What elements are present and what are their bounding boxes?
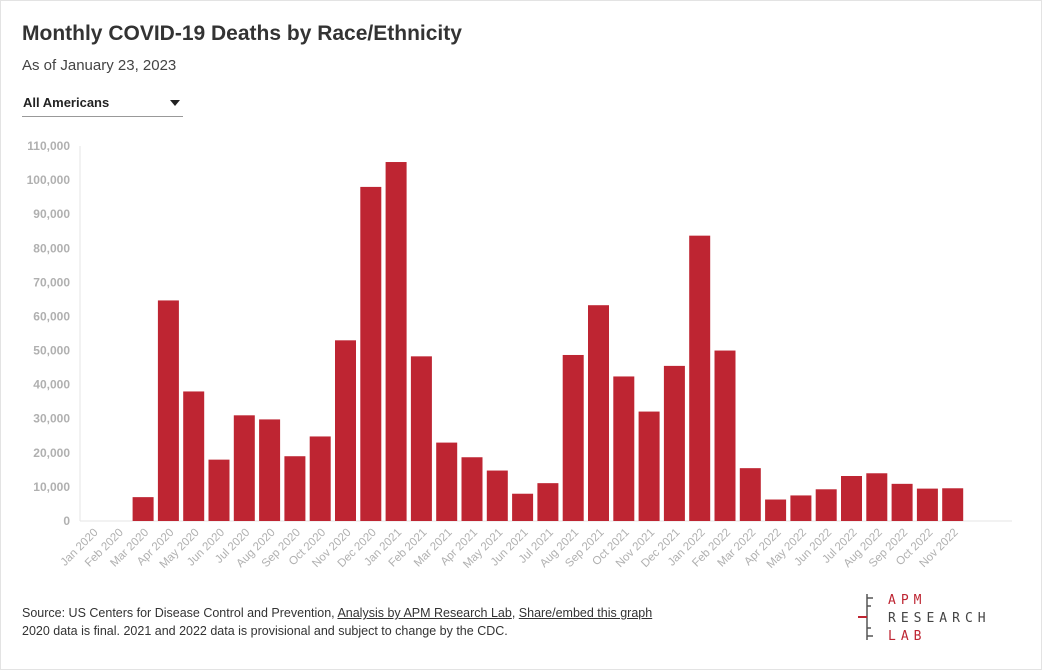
chevron-down-icon [170,100,180,106]
y-tick-label: 10,000 [33,480,70,494]
y-tick-label: 40,000 [33,378,70,392]
bar[interactable] [385,162,407,521]
bar-chart: 110,000 100,000 90,000 80,000 70,000 60,000 50… [27,139,1012,571]
bar[interactable] [916,488,938,521]
bar[interactable] [512,493,534,521]
data-note: 2020 data is final. 2021 and 2022 data i… [22,624,508,638]
bar[interactable] [157,300,179,521]
share-embed-link[interactable]: Share/embed this graph [518,606,653,620]
bar[interactable] [841,476,862,521]
logo-mark-icon [858,594,873,640]
bar[interactable] [360,186,382,521]
bar[interactable] [461,457,483,521]
dropdown-selected-value: All Americans [23,95,110,110]
bar[interactable] [410,356,432,521]
bar[interactable] [335,340,356,521]
bar[interactable] [942,488,964,521]
logo-apm: APM [888,593,927,608]
analysis-link[interactable]: Analysis by APM Research Lab [337,606,512,620]
race-ethnicity-dropdown[interactable]: All Americans [22,93,183,117]
y-tick-label: 30,000 [33,412,70,426]
logo-lab: LAB [888,629,927,644]
footer: Source: US Centers for Disease Control a… [22,604,652,640]
bar[interactable] [537,483,559,521]
y-tick-label: 70,000 [33,275,70,289]
y-tick-label: 50,000 [33,344,70,358]
y-tick-label: 20,000 [33,446,70,460]
bar[interactable] [208,459,230,521]
bar[interactable] [284,456,306,521]
bar[interactable] [613,376,635,521]
y-tick-label: 0 [63,514,70,528]
bar[interactable] [183,391,205,521]
bar[interactable] [790,495,812,521]
apm-research-lab-logo: APM RESEARCH LAB [856,592,1026,644]
bar[interactable] [765,499,787,521]
bar[interactable] [562,354,584,521]
bar[interactable] [739,468,761,521]
bar[interactable] [436,442,458,521]
bar[interactable] [663,365,685,521]
bar[interactable] [638,411,660,521]
bar[interactable] [309,436,331,521]
bar[interactable] [714,350,736,521]
source-separator: , [511,606,519,620]
bar[interactable] [689,235,711,521]
source-line: Source: US Centers for Disease Control a… [22,604,652,622]
bar[interactable] [132,497,154,521]
y-tick-label: 90,000 [33,207,70,221]
bar[interactable] [588,305,609,521]
chart-subtitle: As of January 23, 2023 [22,57,177,74]
chart-title: Monthly COVID-19 Deaths by Race/Ethnicit… [22,22,462,45]
logo-research: RESEARCH [888,611,991,626]
y-tick-label: 80,000 [33,241,70,255]
source-text: Source: US Centers for Disease Control a… [22,606,338,620]
bar[interactable] [486,470,508,521]
bar[interactable] [233,415,255,521]
bar[interactable] [866,473,888,521]
bar[interactable] [815,489,837,521]
bar[interactable] [259,419,281,521]
y-tick-label: 100,000 [27,173,71,187]
y-tick-label: 60,000 [33,309,70,323]
y-tick-label: 110,000 [27,139,70,153]
bar[interactable] [891,483,913,521]
